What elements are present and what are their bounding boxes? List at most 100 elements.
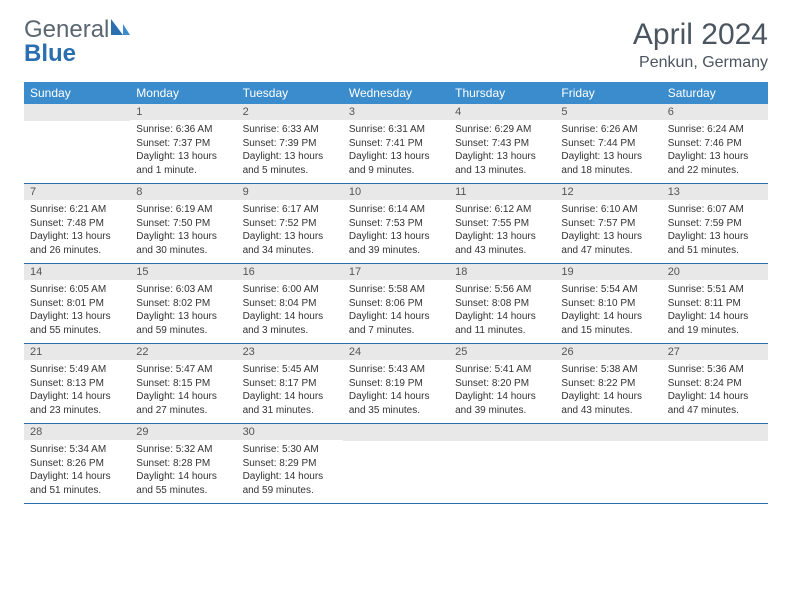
day-details: Sunrise: 5:36 AMSunset: 8:24 PMDaylight:… bbox=[662, 360, 768, 423]
empty-day-header bbox=[555, 424, 661, 441]
day-number: 18 bbox=[449, 264, 555, 280]
calendar-week-row: 21Sunrise: 5:49 AMSunset: 8:13 PMDayligh… bbox=[24, 344, 768, 424]
weekday-header: Wednesday bbox=[343, 82, 449, 104]
page-title: April 2024 bbox=[633, 18, 768, 52]
day-number: 17 bbox=[343, 264, 449, 280]
calendar-cell: 24Sunrise: 5:43 AMSunset: 8:19 PMDayligh… bbox=[343, 344, 449, 424]
day-number: 6 bbox=[662, 104, 768, 120]
day-details: Sunrise: 6:07 AMSunset: 7:59 PMDaylight:… bbox=[662, 200, 768, 263]
day-number: 19 bbox=[555, 264, 661, 280]
title-block: April 2024 Penkun, Germany bbox=[633, 18, 768, 72]
day-details: Sunrise: 6:33 AMSunset: 7:39 PMDaylight:… bbox=[237, 120, 343, 183]
day-details: Sunrise: 6:14 AMSunset: 7:53 PMDaylight:… bbox=[343, 200, 449, 263]
day-number: 12 bbox=[555, 184, 661, 200]
day-details: Sunrise: 5:30 AMSunset: 8:29 PMDaylight:… bbox=[237, 440, 343, 503]
day-details: Sunrise: 6:31 AMSunset: 7:41 PMDaylight:… bbox=[343, 120, 449, 183]
day-details: Sunrise: 6:19 AMSunset: 7:50 PMDaylight:… bbox=[130, 200, 236, 263]
day-number: 30 bbox=[237, 424, 343, 440]
day-number: 14 bbox=[24, 264, 130, 280]
calendar-cell: 3Sunrise: 6:31 AMSunset: 7:41 PMDaylight… bbox=[343, 104, 449, 184]
day-number: 29 bbox=[130, 424, 236, 440]
day-details: Sunrise: 6:03 AMSunset: 8:02 PMDaylight:… bbox=[130, 280, 236, 343]
calendar-cell: 20Sunrise: 5:51 AMSunset: 8:11 PMDayligh… bbox=[662, 264, 768, 344]
day-details: Sunrise: 6:05 AMSunset: 8:01 PMDaylight:… bbox=[24, 280, 130, 343]
day-number: 22 bbox=[130, 344, 236, 360]
calendar-cell: 17Sunrise: 5:58 AMSunset: 8:06 PMDayligh… bbox=[343, 264, 449, 344]
day-details: Sunrise: 6:24 AMSunset: 7:46 PMDaylight:… bbox=[662, 120, 768, 183]
day-details: Sunrise: 5:38 AMSunset: 8:22 PMDaylight:… bbox=[555, 360, 661, 423]
calendar-table: SundayMondayTuesdayWednesdayThursdayFrid… bbox=[24, 82, 768, 504]
day-details: Sunrise: 5:45 AMSunset: 8:17 PMDaylight:… bbox=[237, 360, 343, 423]
day-number: 27 bbox=[662, 344, 768, 360]
day-number: 26 bbox=[555, 344, 661, 360]
calendar-week-row: 14Sunrise: 6:05 AMSunset: 8:01 PMDayligh… bbox=[24, 264, 768, 344]
calendar-cell: 21Sunrise: 5:49 AMSunset: 8:13 PMDayligh… bbox=[24, 344, 130, 424]
day-details: Sunrise: 5:49 AMSunset: 8:13 PMDaylight:… bbox=[24, 360, 130, 423]
day-number: 21 bbox=[24, 344, 130, 360]
calendar-cell bbox=[449, 424, 555, 504]
empty-day-header bbox=[449, 424, 555, 441]
weekday-header: Thursday bbox=[449, 82, 555, 104]
day-number: 13 bbox=[662, 184, 768, 200]
weekday-header: Tuesday bbox=[237, 82, 343, 104]
calendar-cell: 25Sunrise: 5:41 AMSunset: 8:20 PMDayligh… bbox=[449, 344, 555, 424]
day-number: 23 bbox=[237, 344, 343, 360]
empty-day-header bbox=[24, 104, 130, 121]
calendar-cell: 7Sunrise: 6:21 AMSunset: 7:48 PMDaylight… bbox=[24, 184, 130, 264]
logo-text-blue: Blue bbox=[24, 40, 76, 67]
weekday-header: Sunday bbox=[24, 82, 130, 104]
day-details: Sunrise: 6:26 AMSunset: 7:44 PMDaylight:… bbox=[555, 120, 661, 183]
calendar-cell: 26Sunrise: 5:38 AMSunset: 8:22 PMDayligh… bbox=[555, 344, 661, 424]
day-number: 5 bbox=[555, 104, 661, 120]
logo-text-general: General bbox=[24, 16, 109, 43]
calendar-cell: 5Sunrise: 6:26 AMSunset: 7:44 PMDaylight… bbox=[555, 104, 661, 184]
day-number: 25 bbox=[449, 344, 555, 360]
calendar-cell bbox=[24, 104, 130, 184]
day-number: 7 bbox=[24, 184, 130, 200]
day-number: 8 bbox=[130, 184, 236, 200]
day-number: 1 bbox=[130, 104, 236, 120]
calendar-cell: 16Sunrise: 6:00 AMSunset: 8:04 PMDayligh… bbox=[237, 264, 343, 344]
weekday-header-row: SundayMondayTuesdayWednesdayThursdayFrid… bbox=[24, 82, 768, 104]
calendar-week-row: 1Sunrise: 6:36 AMSunset: 7:37 PMDaylight… bbox=[24, 104, 768, 184]
empty-day-header bbox=[343, 424, 449, 441]
day-number: 20 bbox=[662, 264, 768, 280]
day-number: 9 bbox=[237, 184, 343, 200]
day-number: 15 bbox=[130, 264, 236, 280]
calendar-cell bbox=[343, 424, 449, 504]
calendar-cell: 12Sunrise: 6:10 AMSunset: 7:57 PMDayligh… bbox=[555, 184, 661, 264]
calendar-cell: 30Sunrise: 5:30 AMSunset: 8:29 PMDayligh… bbox=[237, 424, 343, 504]
day-number: 4 bbox=[449, 104, 555, 120]
day-number: 2 bbox=[237, 104, 343, 120]
day-details: Sunrise: 5:54 AMSunset: 8:10 PMDaylight:… bbox=[555, 280, 661, 343]
day-number: 16 bbox=[237, 264, 343, 280]
weekday-header: Saturday bbox=[662, 82, 768, 104]
day-details: Sunrise: 5:43 AMSunset: 8:19 PMDaylight:… bbox=[343, 360, 449, 423]
calendar-week-row: 28Sunrise: 5:34 AMSunset: 8:26 PMDayligh… bbox=[24, 424, 768, 504]
day-number: 10 bbox=[343, 184, 449, 200]
calendar-cell: 22Sunrise: 5:47 AMSunset: 8:15 PMDayligh… bbox=[130, 344, 236, 424]
day-details: Sunrise: 6:12 AMSunset: 7:55 PMDaylight:… bbox=[449, 200, 555, 263]
header: GeneralBlue April 2024 Penkun, Germany bbox=[24, 18, 768, 72]
day-details: Sunrise: 6:21 AMSunset: 7:48 PMDaylight:… bbox=[24, 200, 130, 263]
day-details: Sunrise: 6:29 AMSunset: 7:43 PMDaylight:… bbox=[449, 120, 555, 183]
calendar-cell: 29Sunrise: 5:32 AMSunset: 8:28 PMDayligh… bbox=[130, 424, 236, 504]
calendar-cell: 18Sunrise: 5:56 AMSunset: 8:08 PMDayligh… bbox=[449, 264, 555, 344]
day-details: Sunrise: 5:58 AMSunset: 8:06 PMDaylight:… bbox=[343, 280, 449, 343]
day-number: 24 bbox=[343, 344, 449, 360]
calendar-cell bbox=[662, 424, 768, 504]
calendar-cell: 19Sunrise: 5:54 AMSunset: 8:10 PMDayligh… bbox=[555, 264, 661, 344]
calendar-cell: 28Sunrise: 5:34 AMSunset: 8:26 PMDayligh… bbox=[24, 424, 130, 504]
day-details: Sunrise: 6:17 AMSunset: 7:52 PMDaylight:… bbox=[237, 200, 343, 263]
calendar-cell: 4Sunrise: 6:29 AMSunset: 7:43 PMDaylight… bbox=[449, 104, 555, 184]
day-details: Sunrise: 6:36 AMSunset: 7:37 PMDaylight:… bbox=[130, 120, 236, 183]
sail-icon bbox=[111, 18, 133, 42]
calendar-cell: 10Sunrise: 6:14 AMSunset: 7:53 PMDayligh… bbox=[343, 184, 449, 264]
weekday-header: Friday bbox=[555, 82, 661, 104]
calendar-cell: 14Sunrise: 6:05 AMSunset: 8:01 PMDayligh… bbox=[24, 264, 130, 344]
day-details: Sunrise: 5:51 AMSunset: 8:11 PMDaylight:… bbox=[662, 280, 768, 343]
day-details: Sunrise: 5:56 AMSunset: 8:08 PMDaylight:… bbox=[449, 280, 555, 343]
calendar-cell: 1Sunrise: 6:36 AMSunset: 7:37 PMDaylight… bbox=[130, 104, 236, 184]
calendar-cell: 2Sunrise: 6:33 AMSunset: 7:39 PMDaylight… bbox=[237, 104, 343, 184]
calendar-week-row: 7Sunrise: 6:21 AMSunset: 7:48 PMDaylight… bbox=[24, 184, 768, 264]
